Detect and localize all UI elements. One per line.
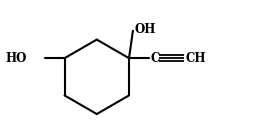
- Text: C: C: [151, 52, 160, 65]
- Text: OH: OH: [135, 23, 156, 36]
- Text: CH: CH: [186, 52, 206, 65]
- Text: HO: HO: [6, 52, 27, 65]
